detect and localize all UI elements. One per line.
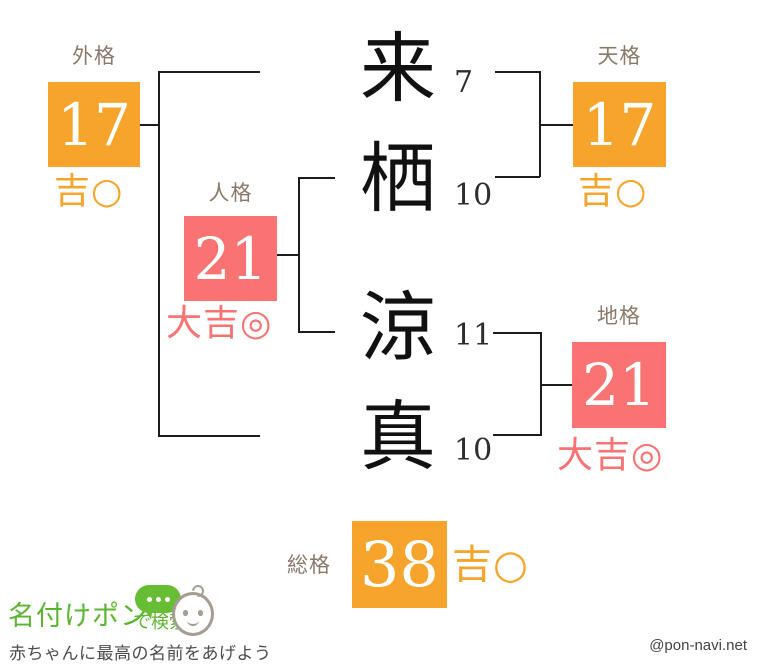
gaikaku-value: 17 xyxy=(57,90,131,159)
chikaku-box: 21 xyxy=(572,342,666,428)
chikaku-bracket-top xyxy=(493,332,541,334)
tagline: 赤ちゃんに最高の名前をあげよう xyxy=(9,644,272,663)
jinkaku-bracket-bottom xyxy=(298,331,335,333)
gaikaku-label: 外格 xyxy=(72,45,116,68)
jinkaku-value: 21 xyxy=(193,224,268,293)
tenkaku-value: 17 xyxy=(582,90,657,159)
baby-curl xyxy=(189,582,207,600)
baby-face-icon xyxy=(172,582,214,636)
bubble-dot xyxy=(155,596,161,602)
chikaku-value: 21 xyxy=(582,351,656,419)
tenkaku-label: 天格 xyxy=(597,45,642,68)
chikaku-box-stub xyxy=(540,384,573,386)
tenkaku-bracket-top xyxy=(495,71,540,73)
gaikaku-rating: 吉○ xyxy=(54,171,124,212)
site-credit: @pon-navi.net xyxy=(649,637,747,654)
tenkaku-box: 17 xyxy=(573,82,666,167)
tenkaku-rating: 吉○ xyxy=(578,171,648,212)
gaikaku-bracket-bottom xyxy=(158,435,260,437)
name-char-4: 真 xyxy=(360,392,436,481)
gaikaku-box: 17 xyxy=(48,82,140,167)
jinkaku-box-stub xyxy=(277,254,299,256)
gaikaku-bracket-vertical xyxy=(158,71,160,436)
soukaku-rating: 吉○ xyxy=(452,542,529,588)
tenkaku-box-stub xyxy=(539,124,573,126)
baby-eye xyxy=(198,610,203,616)
stroke-count-2: 10 xyxy=(454,178,493,213)
bubble-dot xyxy=(146,596,152,602)
chikaku-rating: 大吉◎ xyxy=(557,435,664,476)
logo-text: 名付けポン xyxy=(8,601,148,631)
name-char-2: 栖 xyxy=(360,134,436,223)
soukaku-box: 38 xyxy=(352,521,447,608)
soukaku-label: 総格 xyxy=(287,554,331,577)
baby-mouth xyxy=(187,617,199,626)
bubble-dot xyxy=(164,596,170,602)
name-char-3: 涼 xyxy=(360,283,436,372)
gaikaku-box-stub xyxy=(140,124,159,126)
chikaku-bracket-bottom xyxy=(493,434,541,436)
chikaku-label: 地格 xyxy=(597,305,641,328)
name-char-1: 来 xyxy=(360,24,436,113)
soukaku-value: 38 xyxy=(360,527,439,601)
stroke-count-4: 10 xyxy=(454,433,493,468)
jinkaku-bracket-top xyxy=(298,177,335,179)
speech-bubble-tail xyxy=(140,605,153,620)
jinkaku-box: 21 xyxy=(184,216,277,301)
baby-eye xyxy=(183,610,188,616)
stroke-count-1: 7 xyxy=(454,65,474,100)
tenkaku-bracket-bottom xyxy=(495,176,540,178)
stroke-count-3: 11 xyxy=(454,318,493,353)
jinkaku-rating: 大吉◎ xyxy=(166,303,273,344)
jinkaku-label: 人格 xyxy=(208,182,253,205)
gaikaku-bracket-top xyxy=(158,71,260,73)
